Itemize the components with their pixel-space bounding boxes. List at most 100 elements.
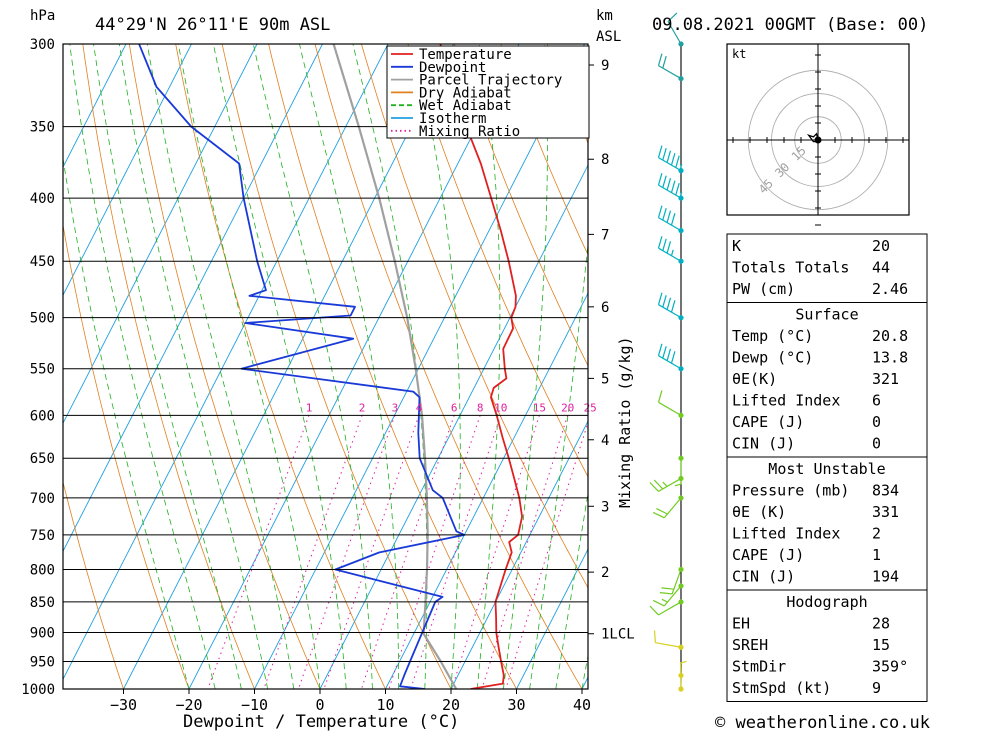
mixing-ratio-label: 4 [416, 401, 423, 414]
indices-row-label: Dewp (°C) [732, 349, 813, 367]
wind-barb-shaft [659, 402, 682, 415]
indices-row-label: θE (K) [732, 503, 786, 521]
wind-barb-flag [667, 178, 670, 190]
height-unit-km: km [596, 8, 613, 24]
pressure-tick-label: 650 [30, 451, 55, 467]
pressure-tick-label: 700 [30, 491, 55, 507]
wind-barb-flag [659, 206, 662, 218]
dry-adiabat-line [965, 44, 1000, 689]
wind-barb-flag [667, 151, 670, 163]
wind-barb [659, 390, 684, 418]
indices-row-label: CIN (J) [732, 568, 795, 586]
indices-row-label: CAPE (J) [732, 546, 804, 564]
indices-row-value: 13.8 [872, 349, 908, 367]
wind-barb-shaft [659, 248, 682, 261]
indices-row-label: PW (cm) [732, 280, 795, 298]
indices-row-label: StmDir [732, 658, 786, 676]
height-tick-label: 6 [601, 300, 609, 316]
mixing-ratio-label: 20 [561, 401, 574, 414]
wind-barb-flag [660, 593, 672, 594]
wind-barb-flag [676, 156, 679, 168]
hodograph-unit-label: kt [732, 47, 746, 61]
wind-barb-flag [663, 56, 666, 68]
run-info: 09.08.2021 00GMT (Base: 00) [652, 15, 928, 35]
pressure-tick-label: 400 [30, 191, 55, 207]
wind-barb [659, 54, 684, 81]
height-tick-label: 8 [601, 152, 609, 168]
indices-row-value: 0 [872, 413, 881, 431]
height-tick-label: 9 [601, 58, 609, 74]
pressure-tick-label: 600 [30, 408, 55, 424]
wind-barb-flag [663, 148, 666, 160]
wind-barb-flag [667, 349, 670, 361]
wind-barb-flag [659, 173, 662, 185]
pressure-tick-label: 950 [30, 655, 55, 671]
wind-barb-flag [659, 390, 662, 402]
mixing-ratio-label: 1 [306, 401, 313, 414]
copyright[interactable]: © weatheronline.co.uk [715, 713, 930, 733]
wind-barb-flag [663, 208, 666, 220]
wind-barb-flag [659, 146, 662, 158]
indices-row-label: Pressure (mb) [732, 482, 849, 500]
wind-barb [659, 173, 684, 201]
pressure-tick-label: 500 [30, 311, 55, 327]
wind-barb [660, 567, 684, 594]
wind-barb-shaft [659, 356, 682, 369]
wind-barb-flag [663, 176, 666, 188]
wind-barb-shaft [655, 643, 681, 648]
wind-barb [650, 476, 684, 492]
temperature-tick-label: 40 [573, 696, 591, 714]
mixing-ratio-label: 15 [533, 401, 546, 414]
wind-barb-shaft [664, 498, 681, 518]
wind-barb-flag [653, 600, 664, 606]
wind-barb-flag [653, 512, 664, 517]
wind-barb-flag [667, 211, 670, 223]
indices-row-value: 0 [872, 435, 881, 453]
mixing-ratio-axis-label: Mixing Ratio (g/kg) [616, 336, 634, 508]
indices-row-label: EH [732, 615, 750, 633]
wind-barb-flag [672, 300, 675, 312]
wind-barb-flag [676, 183, 679, 195]
wind-barb-shaft [659, 602, 682, 615]
wind-barb-shaft [659, 66, 682, 79]
indices-row-value: 2 [872, 525, 881, 543]
wind-barb-half-flag [675, 484, 681, 486]
wind-barb-shaft [659, 305, 682, 318]
height-tick-label: 7 [601, 227, 609, 243]
indices-row-value: 2.46 [872, 280, 908, 298]
wind-barb-flag [663, 239, 666, 251]
wind-barb-flag [659, 344, 662, 356]
wind-barb [659, 146, 684, 174]
temperature-tick-label: 30 [507, 696, 525, 714]
indices-row-label: CIN (J) [732, 435, 795, 453]
indices-row-value: 15 [872, 636, 890, 654]
pressure-tick-label: 450 [30, 254, 55, 270]
storm-motion-marker [815, 137, 822, 144]
wind-barb [659, 293, 684, 320]
location-title: 44°29'N 26°11'E 90m ASL [95, 15, 330, 35]
wind-barb-flag [662, 588, 674, 589]
indices-row-value: 28 [872, 615, 890, 633]
wind-barb-flag [650, 606, 659, 615]
indices-row-label: K [732, 237, 741, 255]
wind-barb [655, 630, 684, 649]
indices-row-value: 834 [872, 482, 899, 500]
indices-row-label: Totals Totals [732, 259, 849, 277]
indices-section-title: Hodograph [786, 593, 867, 611]
pressure-tick-label: 350 [30, 120, 55, 136]
mixing-ratio-label: 8 [477, 401, 484, 414]
indices-row-value: 331 [872, 503, 899, 521]
height-tick-label: 4 [601, 433, 609, 449]
indices-row-label: StmSpd (kt) [732, 679, 831, 697]
height-unit-asl: ASL [596, 29, 621, 45]
wind-barb-half-flag [672, 250, 674, 256]
wind-barb-half-flag [662, 599, 668, 602]
indices-row-value: 6 [872, 392, 881, 410]
indices-row-value: 20 [872, 237, 890, 255]
wind-barb-flag [672, 181, 675, 193]
